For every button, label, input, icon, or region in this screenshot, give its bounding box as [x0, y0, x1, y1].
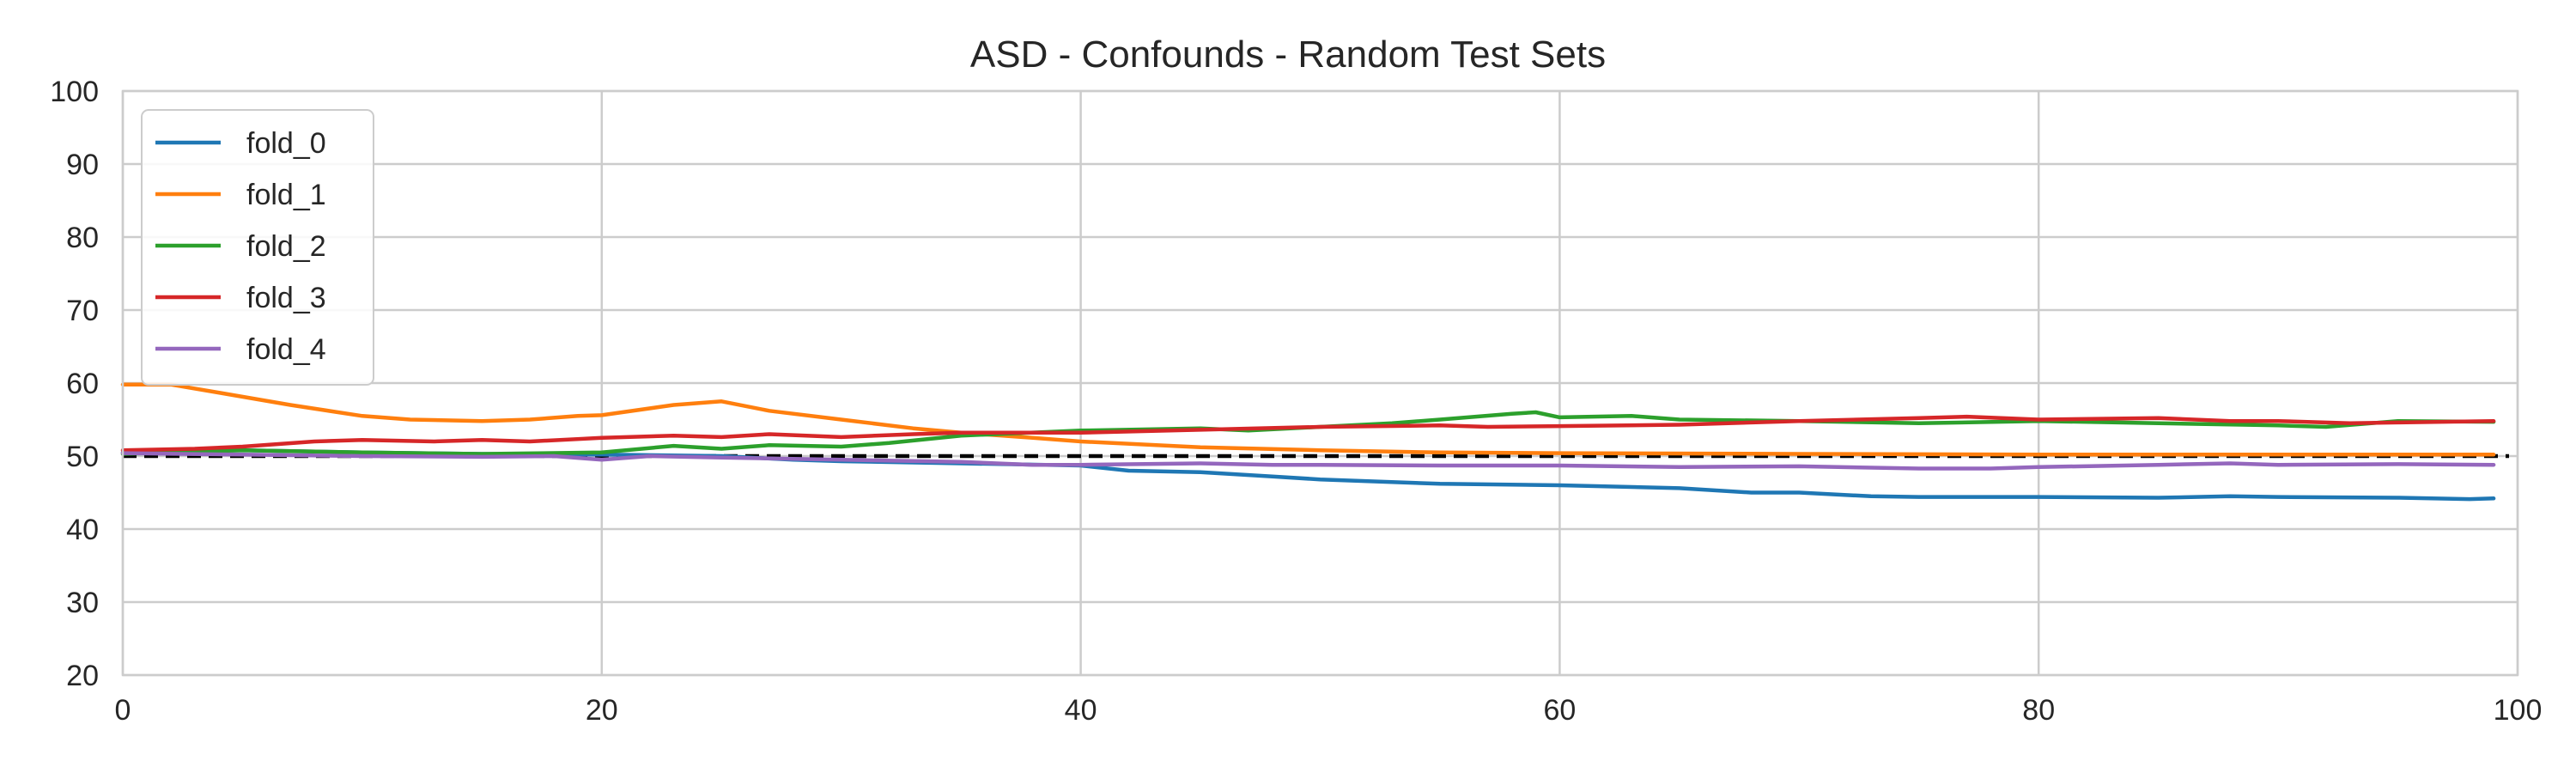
x-tick-label: 80: [2022, 694, 2055, 727]
x-tick-label: 60: [1543, 694, 1576, 727]
x-tick-label: 0: [115, 694, 131, 727]
y-axis-ticks: 20 30 40 50 60 70 80 90 100: [50, 76, 99, 692]
y-tick-label: 40: [66, 514, 99, 546]
series-line-fold_1: [120, 382, 2496, 457]
x-tick-label: 100: [2494, 694, 2543, 727]
legend-label-fold_1: fold_1: [246, 179, 326, 211]
series-line-fold_4: [120, 451, 2496, 471]
x-tick-label: 20: [586, 694, 618, 727]
plot-frame: [121, 89, 2519, 677]
y-tick-label: 30: [66, 587, 99, 619]
x-tick-label: 40: [1065, 694, 1097, 727]
series-lines: [120, 382, 2496, 502]
y-tick-label: 20: [66, 660, 99, 692]
series-line-fold_3: [120, 414, 2496, 453]
legend: fold_0 fold_1 fold_2 fold_3 fold_4: [141, 109, 374, 386]
legend-label-fold_3: fold_3: [246, 282, 326, 314]
x-axis-ticks: 0 20 40 60 80 100: [115, 694, 2543, 727]
y-tick-label: 50: [66, 441, 99, 473]
legend-label-fold_0: fold_0: [246, 127, 326, 160]
legend-label-fold_2: fold_2: [246, 230, 326, 263]
y-tick-label: 70: [66, 295, 99, 327]
chart-title: ASD - Confounds - Random Test Sets: [970, 33, 1606, 76]
y-tick-label: 60: [66, 368, 99, 400]
y-tick-label: 100: [50, 76, 99, 108]
legend-label-fold_4: fold_4: [246, 333, 326, 366]
y-tick-label: 80: [66, 222, 99, 254]
grid-lines: [121, 89, 2519, 677]
legend-box: [141, 109, 374, 386]
y-tick-label: 90: [66, 149, 99, 181]
